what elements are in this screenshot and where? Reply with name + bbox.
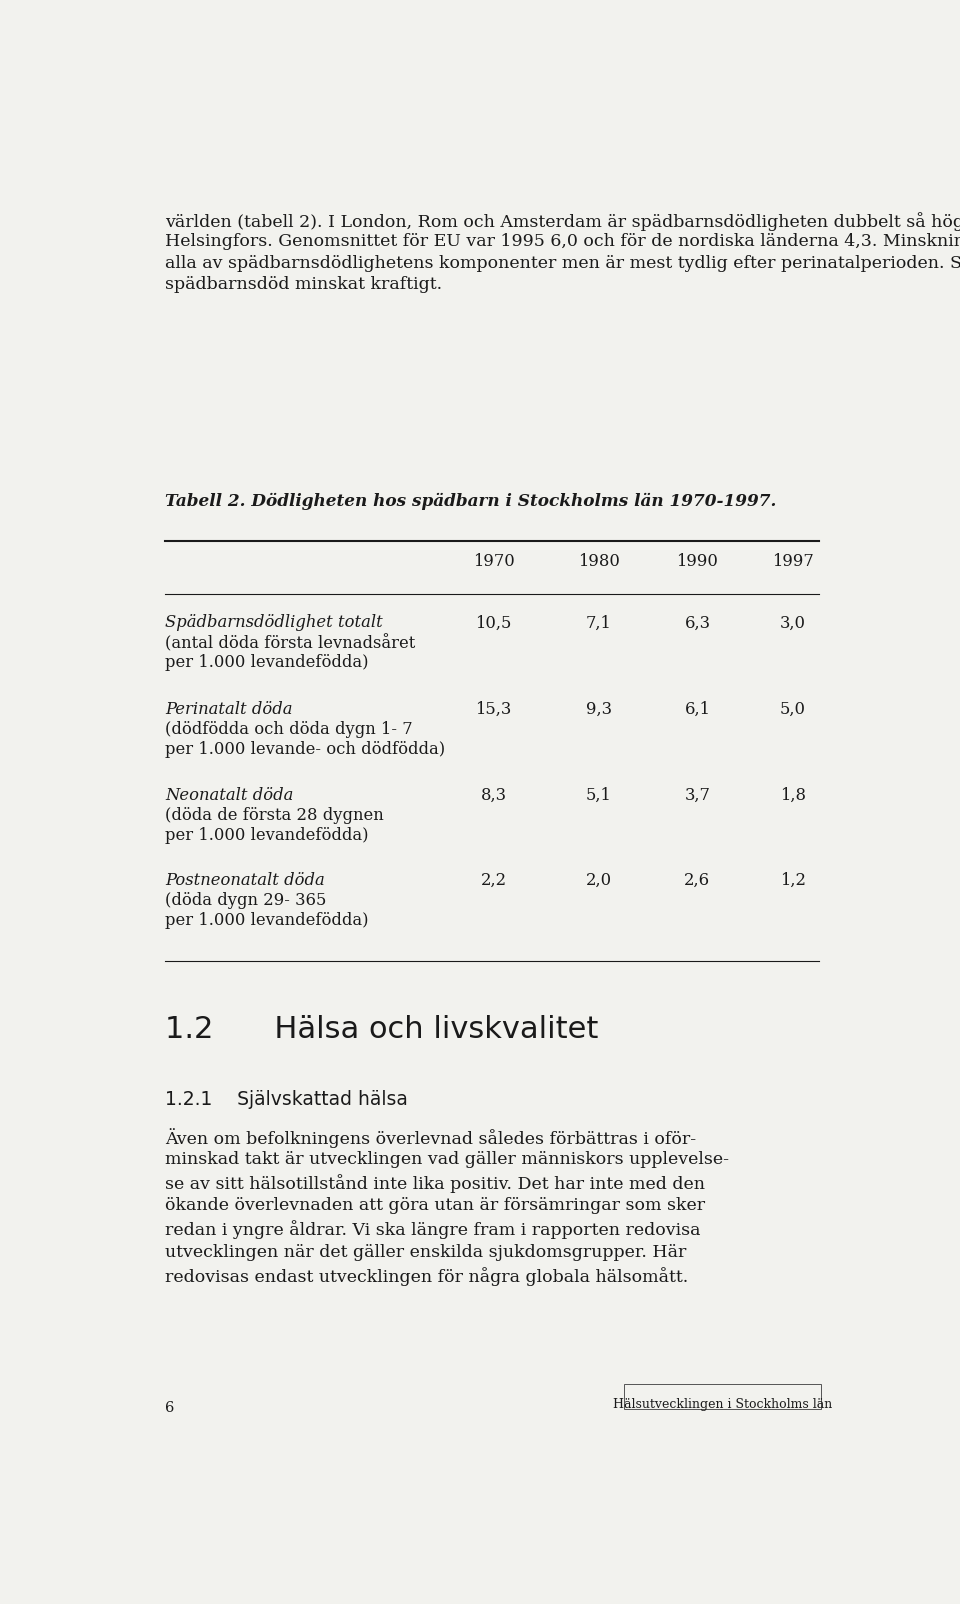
Text: Även om befolkningens överlevnad således förbättras i oför-: Även om befolkningens överlevnad således… bbox=[165, 1128, 696, 1148]
Text: Helsingfors. Genomsnittet för EU var 1995 6,0 och för de nordiska länderna 4,3. : Helsingfors. Genomsnittet för EU var 199… bbox=[165, 233, 960, 250]
Text: 6: 6 bbox=[165, 1402, 175, 1415]
Text: utvecklingen när det gäller enskilda sjukdomsgrupper. Här: utvecklingen när det gäller enskilda sju… bbox=[165, 1243, 686, 1261]
Text: 3,7: 3,7 bbox=[684, 788, 710, 804]
Text: (dödfödda och döda dygn 1- 7: (dödfödda och döda dygn 1- 7 bbox=[165, 720, 413, 738]
Text: Spädbarnsdödlighet totalt: Spädbarnsdödlighet totalt bbox=[165, 614, 383, 632]
Text: 1,2: 1,2 bbox=[780, 871, 805, 889]
Text: Perinatalt döda: Perinatalt döda bbox=[165, 701, 293, 717]
Text: 6,3: 6,3 bbox=[684, 614, 710, 632]
Text: Neonatalt döda: Neonatalt döda bbox=[165, 788, 294, 804]
Text: 2,0: 2,0 bbox=[586, 871, 612, 889]
Text: 5,0: 5,0 bbox=[780, 701, 805, 717]
Text: 2,2: 2,2 bbox=[481, 871, 507, 889]
Text: 2,6: 2,6 bbox=[684, 871, 710, 889]
Text: 1997: 1997 bbox=[772, 553, 813, 569]
Text: spädbarnsdöd minskat kraftigt.: spädbarnsdöd minskat kraftigt. bbox=[165, 276, 442, 294]
Text: (döda dygn 29- 365: (döda dygn 29- 365 bbox=[165, 892, 326, 908]
Text: Hälsutvecklingen i Stockholms län: Hälsutvecklingen i Stockholms län bbox=[612, 1399, 831, 1412]
Text: 1.2.1  Självskattad hälsa: 1.2.1 Självskattad hälsa bbox=[165, 1089, 408, 1108]
Text: minskad takt är utvecklingen vad gäller människors upplevelse-: minskad takt är utvecklingen vad gäller … bbox=[165, 1152, 729, 1168]
Text: 15,3: 15,3 bbox=[475, 701, 512, 717]
Text: 10,5: 10,5 bbox=[475, 614, 512, 632]
Text: 1.2  Hälsa och livskvalitet: 1.2 Hälsa och livskvalitet bbox=[165, 1015, 598, 1044]
Text: per 1.000 levandefödda): per 1.000 levandefödda) bbox=[165, 828, 369, 844]
Text: världen (tabell 2). I London, Rom och Amsterdam är spädbarnsdödligheten dubbelt : världen (tabell 2). I London, Rom och Am… bbox=[165, 212, 960, 231]
Text: alla av spädbarnsdödlighetens komponenter men är mest tydlig efter perinatalperi: alla av spädbarnsdödlighetens komponente… bbox=[165, 255, 960, 271]
Text: 8,3: 8,3 bbox=[481, 788, 507, 804]
Text: redan i yngre åldrar. Vi ska längre fram i rapporten redovisa: redan i yngre åldrar. Vi ska längre fram… bbox=[165, 1221, 701, 1240]
Text: 1,8: 1,8 bbox=[780, 788, 805, 804]
Text: se av sitt hälsotillstånd inte lika positiv. Det har inte med den: se av sitt hälsotillstånd inte lika posi… bbox=[165, 1174, 705, 1193]
Text: 1970: 1970 bbox=[472, 553, 515, 569]
Text: per 1.000 levande- och dödfödda): per 1.000 levande- och dödfödda) bbox=[165, 741, 445, 757]
Text: 6,1: 6,1 bbox=[684, 701, 710, 717]
FancyBboxPatch shape bbox=[624, 1384, 821, 1408]
Text: 9,3: 9,3 bbox=[586, 701, 612, 717]
Text: redovisas endast utvecklingen för några globala hälsomått.: redovisas endast utvecklingen för några … bbox=[165, 1267, 688, 1285]
Text: 1980: 1980 bbox=[578, 553, 620, 569]
Text: 3,0: 3,0 bbox=[780, 614, 805, 632]
Text: Tabell 2. Dödligheten hos spädbarn i Stockholms län 1970-1997.: Tabell 2. Dödligheten hos spädbarn i Sto… bbox=[165, 492, 777, 510]
Text: per 1.000 levandefödda): per 1.000 levandefödda) bbox=[165, 911, 369, 929]
Text: 1990: 1990 bbox=[677, 553, 718, 569]
Text: 5,1: 5,1 bbox=[586, 788, 612, 804]
Text: Postneonatalt döda: Postneonatalt döda bbox=[165, 871, 324, 889]
Text: 7,1: 7,1 bbox=[586, 614, 612, 632]
Text: ökande överlevnaden att göra utan är försämringar som sker: ökande överlevnaden att göra utan är för… bbox=[165, 1197, 705, 1214]
Text: (antal döda första levnadsåret: (antal döda första levnadsåret bbox=[165, 635, 415, 651]
Text: per 1.000 levandefödda): per 1.000 levandefödda) bbox=[165, 654, 369, 672]
Text: (döda de första 28 dygnen: (döda de första 28 dygnen bbox=[165, 807, 384, 824]
